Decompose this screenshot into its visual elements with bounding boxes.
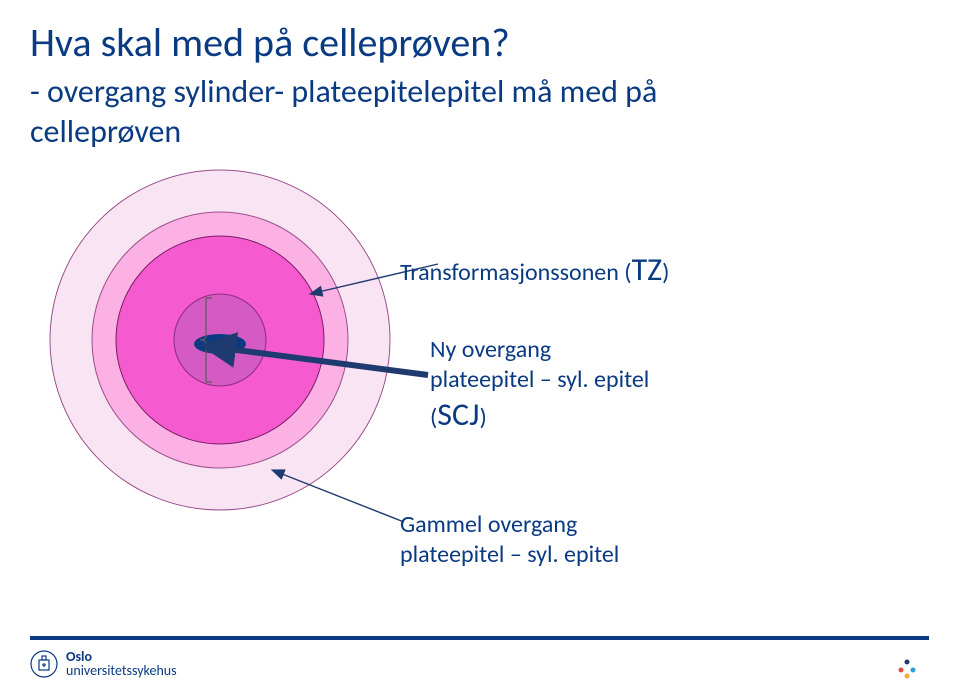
slide-title: Hva skal med på celleprøven? [30,18,510,67]
footer-divider [30,636,929,640]
slide-subtitle-line2: celleprøven [30,112,181,151]
label-gml-line1: Gammel overgang [400,510,619,540]
cervix-diagram [40,160,400,520]
hospital-logo-icon [30,650,58,678]
label-tz-abbrev: TZ [632,250,663,289]
label-scj-abbrev: SCJ [437,395,479,434]
label-scj-close: ) [479,403,486,432]
slide-footer: Oslo universitetssykehus [0,636,959,696]
label-tz-prefix: Transformasjonssonen ( [400,258,632,287]
logo-text-bottom: universitetssykehus [66,662,177,679]
slide-subtitle-line1: - overgang sylinder- plateepitelepitel m… [30,72,657,111]
label-tz: Transformasjonssonen (TZ) [400,250,669,289]
label-tz-suffix: ) [662,258,669,287]
label-gammel-overgang: Gammel overgang plateepitel – syl. epite… [400,510,619,570]
label-ny-line2: plateepitel – syl. epitel [430,365,649,395]
label-ny-overgang: Ny overgang plateepitel – syl. epitel (S… [430,335,649,435]
hospital-logo: Oslo universitetssykehus [30,650,177,678]
label-ny-line1: Ny overgang [430,335,649,365]
footer-dots-icon [895,656,919,680]
label-gml-line2: plateepitel – syl. epitel [400,540,619,570]
hospital-logo-text: Oslo universitetssykehus [66,650,177,678]
arrow-gml [272,470,404,522]
